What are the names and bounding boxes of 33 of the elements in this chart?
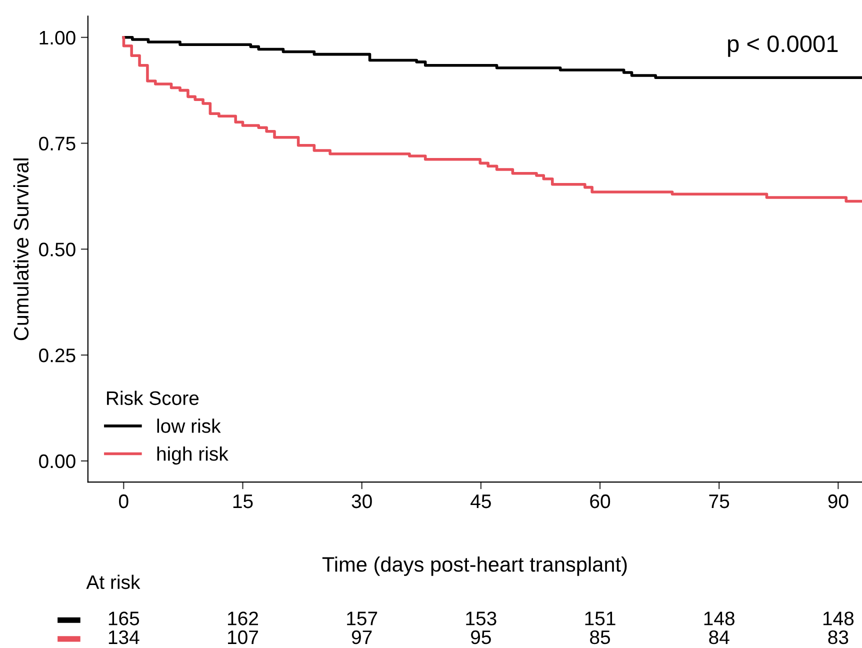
legend-label: low risk xyxy=(157,418,221,433)
y-tick-label: 0.75 xyxy=(39,136,76,151)
text: 95 xyxy=(471,630,491,644)
text: 148 xyxy=(823,612,854,626)
text: 107 xyxy=(228,630,258,644)
text: 153 xyxy=(466,612,496,626)
text: 162 xyxy=(228,612,258,626)
y-tick-label: 0.00 xyxy=(39,454,76,468)
x-tick-label: 75 xyxy=(709,494,730,508)
x-tick-label: 15 xyxy=(233,494,253,508)
x-tick-label: 90 xyxy=(828,494,848,508)
y-axis-title: Cumulative Survival xyxy=(13,158,29,340)
y-tick-label: 1.00 xyxy=(40,30,76,45)
text: 151 xyxy=(585,612,616,626)
text: 97 xyxy=(352,630,372,644)
text: 85 xyxy=(590,630,610,644)
legend-label: high risk xyxy=(157,446,228,465)
annotation: p < 0.0001 xyxy=(728,35,838,57)
y-tick-label: 0.50 xyxy=(39,242,76,256)
text: 84 xyxy=(709,630,730,644)
y-tick-label: 0.25 xyxy=(39,348,76,362)
x-tick-label: 60 xyxy=(590,494,610,508)
text: 165 xyxy=(108,612,140,626)
x-tick-label: 45 xyxy=(470,494,491,508)
text: 148 xyxy=(704,612,734,626)
text: 157 xyxy=(347,612,378,626)
x-tick-label: 30 xyxy=(352,494,372,508)
legend-title: Risk Score xyxy=(107,390,199,406)
x-tick-label: 0 xyxy=(119,494,128,508)
x-axis-title: Time (days post-heart transplant) xyxy=(322,556,627,576)
text: 134 xyxy=(108,630,140,644)
text: At risk xyxy=(86,574,140,590)
text: 83 xyxy=(828,630,848,644)
